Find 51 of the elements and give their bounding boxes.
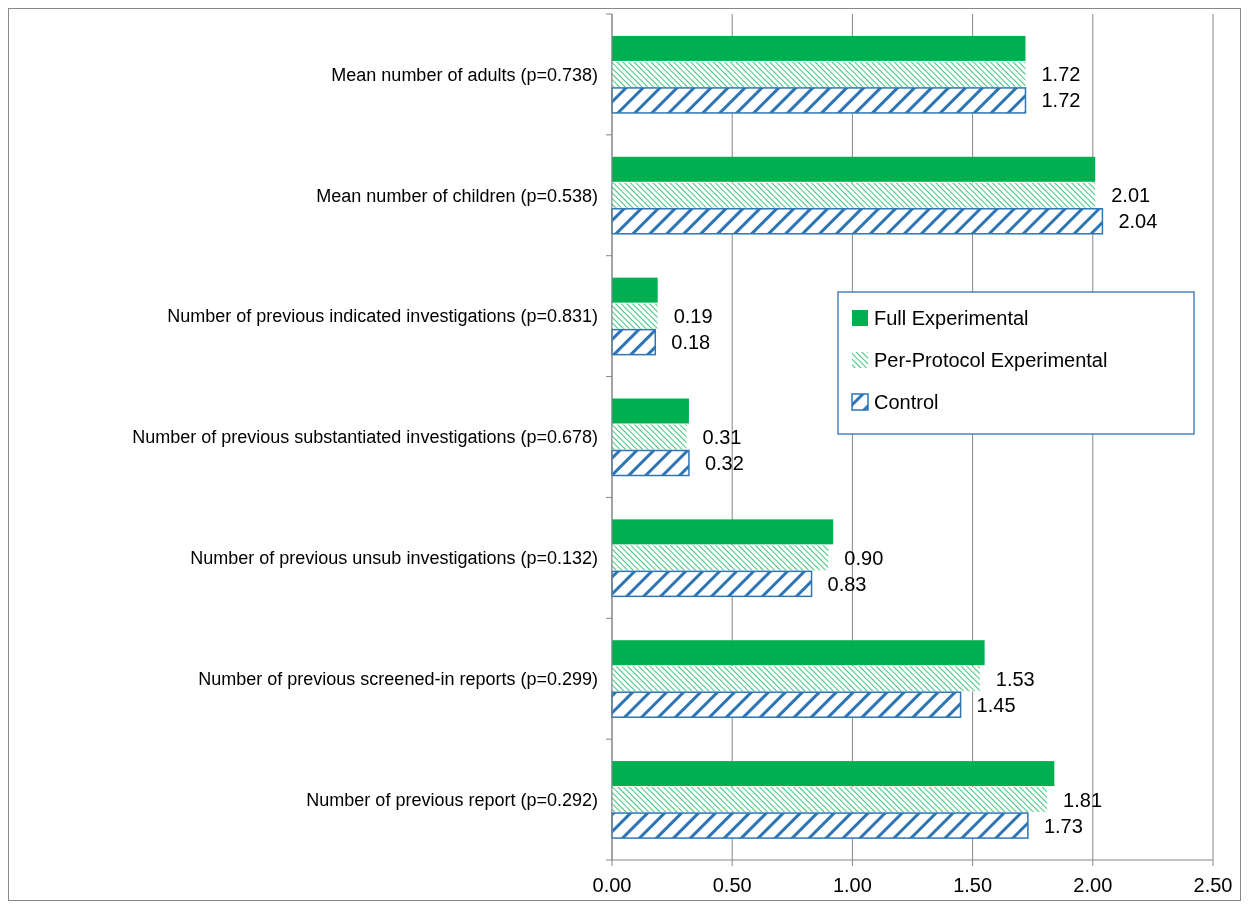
bar: [612, 424, 687, 450]
bar: [612, 787, 1048, 813]
x-tick-label: 1.00: [832, 874, 872, 896]
y-tick-label: Number of previous screened-in reports (p=0.299): [198, 669, 598, 690]
y-tick-label: Number of previous unsub investigations (p=0.132): [190, 548, 598, 569]
bar: [612, 182, 1096, 208]
bar: [611, 328, 657, 356]
bar: [612, 35, 1026, 61]
y-tick-label: Number of previous indicated investigations (p=0.831): [167, 306, 598, 327]
data-label: 0.19: [673, 305, 713, 328]
data-label: 0.31: [702, 426, 742, 448]
bar: [611, 449, 690, 477]
data-label: 2.01: [1111, 184, 1151, 207]
legend-label: Full Experimental: [874, 307, 1029, 329]
legend-label: Per-Protocol Experimental: [874, 349, 1108, 371]
y-tick-label: Mean number of children (p=0.538): [316, 185, 598, 206]
legend-label: Control: [874, 391, 939, 413]
x-tick-label: 1.50: [953, 874, 993, 896]
data-label: 1.53: [995, 667, 1035, 690]
bar: [612, 156, 1096, 182]
x-tick-label: 0.00: [592, 874, 632, 896]
data-label: 0.18: [671, 331, 711, 354]
y-tick-label: Number of previous report (p=0.292): [306, 789, 598, 810]
bar: [612, 398, 689, 424]
data-label: 0.83: [827, 572, 867, 595]
bar: [611, 570, 813, 598]
data-label: 2.04: [1118, 210, 1158, 233]
x-tick-label: 2.00: [1073, 874, 1113, 896]
bar: [612, 303, 658, 329]
bar: [611, 691, 962, 718]
y-tick-label: Number of previous substantiated investigations (p=0.678): [132, 427, 598, 448]
data-label: 1.72: [1041, 63, 1081, 86]
bar: [611, 87, 1027, 114]
y-tick-label: Mean number of adults (p=0.738): [331, 64, 598, 85]
bar: [612, 761, 1055, 787]
bar: [612, 545, 829, 571]
bar: [612, 640, 985, 666]
bar: [611, 208, 1104, 235]
data-label: 1.81: [1063, 788, 1103, 811]
bar: [612, 519, 834, 545]
data-label: 1.45: [976, 693, 1016, 716]
bar: [612, 666, 980, 692]
x-tick-label: 2.50: [1193, 874, 1233, 896]
bar: [611, 812, 1029, 839]
data-label: 1.72: [1041, 89, 1081, 112]
bar: [612, 61, 1026, 87]
data-label: 1.73: [1043, 814, 1083, 837]
data-label: 0.32: [704, 452, 744, 474]
data-label: 0.90: [844, 546, 884, 569]
x-tick-label: 0.50: [712, 874, 752, 896]
bar: [612, 277, 658, 303]
